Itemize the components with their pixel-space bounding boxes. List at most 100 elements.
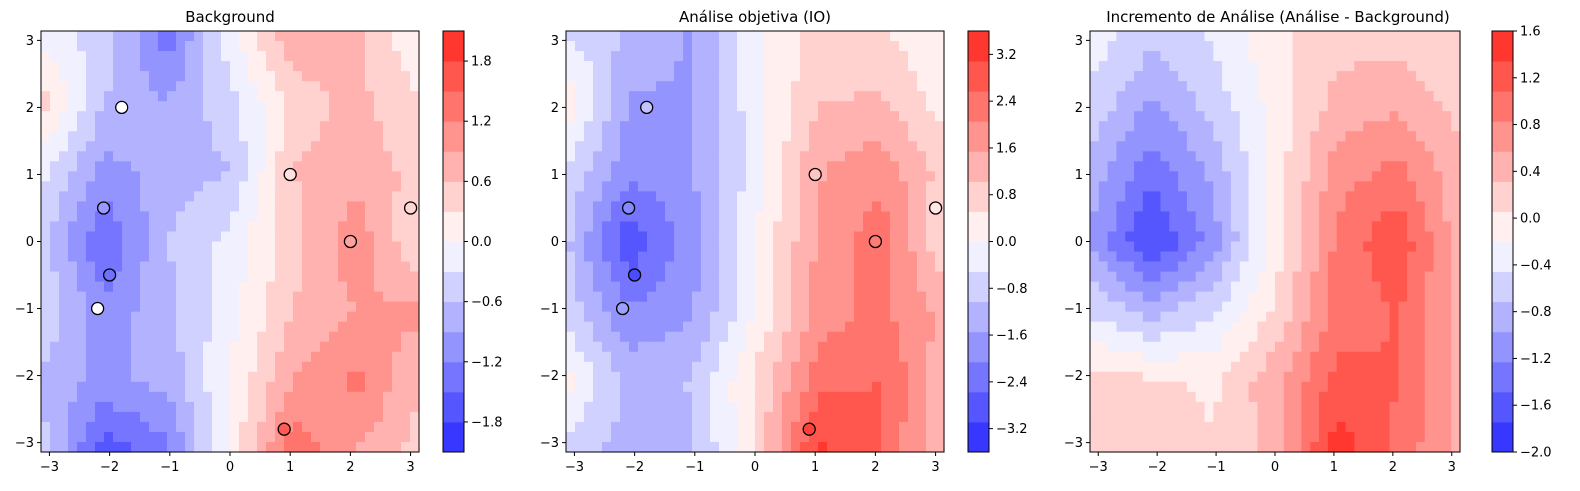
colorbar-tick-label: −3.2 [996, 422, 1028, 437]
contour-cell [230, 71, 240, 82]
contour-cell [293, 432, 303, 443]
contour-cell [140, 51, 150, 62]
contour-cell [1108, 31, 1117, 42]
contour-cell [1160, 161, 1169, 172]
contour-cell [203, 231, 213, 242]
contour-cell [1407, 141, 1416, 152]
contour-cell [50, 121, 60, 132]
contour-cell [77, 242, 87, 253]
contour-cell [836, 191, 846, 202]
contour-cell [1240, 61, 1249, 72]
contour-cell [77, 31, 87, 42]
contour-cell [863, 201, 873, 212]
contour-cell [854, 302, 864, 313]
contour-cell [899, 221, 909, 232]
contour-cell [827, 242, 837, 253]
contour-cell [872, 392, 882, 403]
contour-cell [41, 31, 51, 42]
contour-cell [1275, 81, 1284, 92]
contour-cell [755, 362, 765, 373]
contour-cell [1134, 121, 1143, 132]
contour-cell [638, 71, 648, 82]
contour-cell [593, 51, 603, 62]
contour-cell [311, 352, 321, 363]
contour-cell [176, 302, 186, 313]
contour-cell [908, 211, 918, 222]
contour-cell [836, 352, 846, 363]
contour-cell [638, 231, 648, 242]
contour-cell [293, 81, 303, 92]
contour-cell [284, 322, 294, 333]
contour-cell [836, 171, 846, 182]
contour-cell [575, 362, 585, 373]
contour-cell [710, 201, 720, 212]
contour-cell [1434, 31, 1443, 42]
contour-cell [293, 121, 303, 132]
contour-cell [593, 292, 603, 303]
contour-cell [602, 242, 612, 253]
y-tick-label: 1 [551, 168, 559, 183]
contour-cell [674, 151, 684, 162]
contour-cell [791, 362, 801, 373]
contour-cell [68, 141, 78, 152]
contour-cell [728, 262, 738, 273]
contour-cell [158, 382, 168, 393]
contour-cell [845, 412, 855, 423]
contour-cell [620, 422, 630, 433]
contour-cell [221, 432, 231, 443]
contour-cell [575, 91, 585, 102]
contour-cell [1275, 242, 1284, 253]
x-tick-label: 2 [871, 460, 879, 475]
contour-cell [230, 272, 240, 283]
contour-cell [1134, 81, 1143, 92]
contour-cell [284, 101, 294, 112]
contour-cell [845, 91, 855, 102]
contour-cell [863, 61, 873, 72]
contour-cell [899, 71, 909, 82]
contour-cell [1108, 252, 1117, 263]
contour-cell [185, 31, 195, 42]
contour-cell [77, 101, 87, 112]
contour-cell [302, 51, 312, 62]
contour-cell [338, 392, 348, 403]
contour-cell [59, 221, 69, 232]
contour-cell [575, 221, 585, 232]
contour-cell [1398, 242, 1407, 253]
contour-cell [383, 242, 393, 253]
contour-cell [665, 402, 675, 413]
contour-cell [899, 422, 909, 433]
contour-cell [818, 262, 828, 273]
contour-cell [122, 121, 132, 132]
contour-cell [1345, 51, 1354, 62]
contour-cell [926, 81, 936, 92]
contour-cell [638, 131, 648, 142]
contour-cell [1372, 262, 1381, 273]
contour-cell [584, 422, 594, 433]
observation-point [116, 101, 128, 113]
contour-cell [674, 392, 684, 403]
contour-cell [665, 91, 675, 102]
contour-cell [221, 81, 231, 92]
contour-cell [365, 252, 375, 263]
contour-cell [1301, 242, 1310, 253]
contour-cell [365, 342, 375, 353]
contour-cell [593, 302, 603, 313]
contour-cell [293, 392, 303, 403]
contour-cell [1310, 161, 1319, 172]
contour-cell [68, 252, 78, 263]
contour-cell [818, 402, 828, 413]
contour-cell [302, 252, 312, 263]
contour-cell [293, 422, 303, 433]
contour-cell [1196, 282, 1205, 293]
contour-cell [1240, 51, 1249, 62]
y-tick-label: 2 [551, 101, 559, 116]
contour-cell [737, 131, 747, 142]
contour-cell [401, 131, 411, 142]
contour-cell [185, 171, 195, 182]
contour-cell [1301, 292, 1310, 303]
contour-cell [365, 81, 375, 92]
contour-cell [383, 292, 393, 303]
contour-cell [1416, 211, 1425, 222]
contour-cell [338, 61, 348, 72]
contour-cell [881, 71, 891, 82]
